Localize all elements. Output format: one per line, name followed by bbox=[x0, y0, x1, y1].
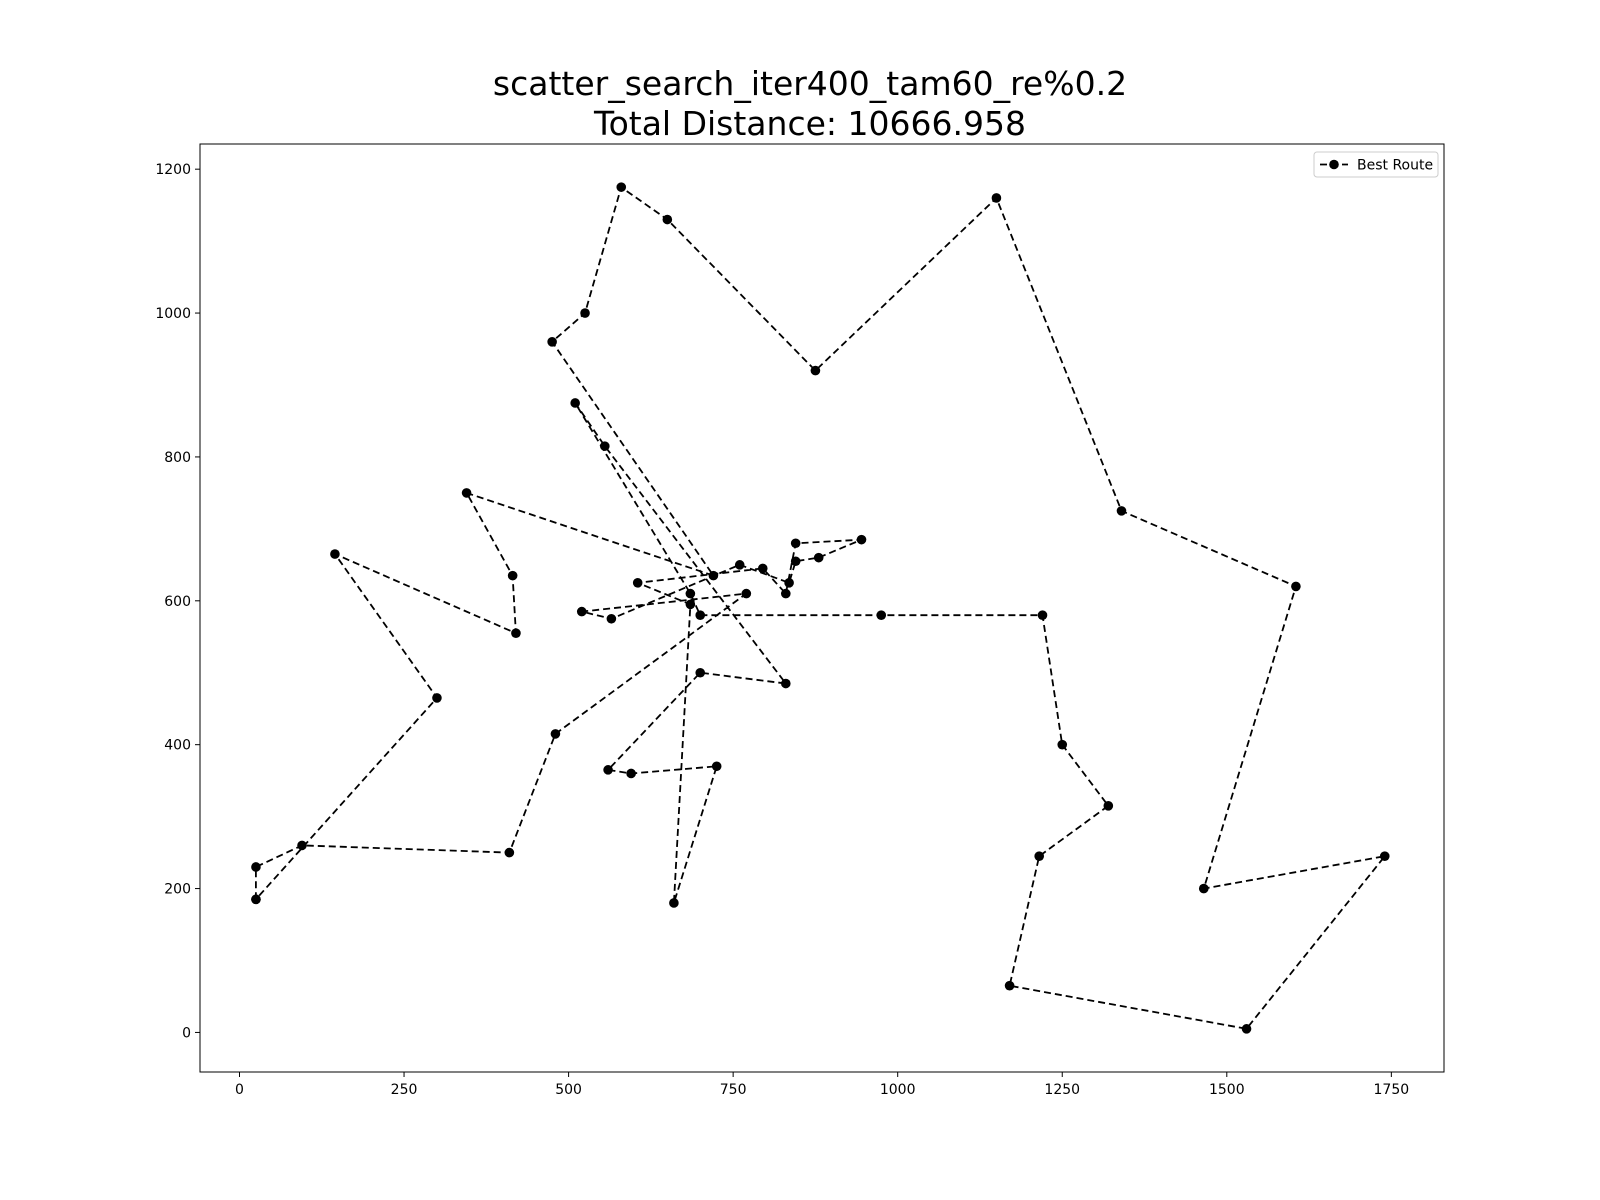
y-tick-label: 1200 bbox=[155, 162, 191, 178]
route-point bbox=[251, 862, 261, 872]
route-point bbox=[1057, 739, 1068, 750]
route-point bbox=[616, 182, 627, 192]
route-line bbox=[255, 185, 1388, 1030]
x-tick-label: 1000 bbox=[880, 1082, 916, 1098]
route-point bbox=[1116, 506, 1127, 516]
route-point bbox=[1291, 581, 1301, 592]
route-point bbox=[251, 894, 261, 905]
route-point bbox=[599, 441, 610, 451]
route-point bbox=[695, 667, 706, 678]
legend-box bbox=[1313, 151, 1439, 178]
route-point bbox=[669, 898, 679, 908]
route-point bbox=[741, 588, 752, 599]
route-point bbox=[606, 613, 617, 624]
route-point bbox=[1103, 801, 1114, 811]
x-tick-label: 0 bbox=[235, 1082, 244, 1098]
route-point bbox=[461, 488, 472, 498]
y-tick-label: 400 bbox=[164, 738, 191, 754]
route-point bbox=[626, 768, 636, 779]
route-point bbox=[734, 560, 745, 570]
axes-frame bbox=[199, 143, 1445, 1073]
route-point bbox=[790, 538, 801, 549]
x-tick-label: 1750 bbox=[1374, 1082, 1410, 1098]
route-point bbox=[1004, 980, 1015, 991]
route-point bbox=[511, 628, 521, 638]
route-point bbox=[790, 556, 801, 567]
legend-marker-swatch bbox=[1329, 159, 1339, 170]
route-point bbox=[432, 693, 442, 703]
route-point bbox=[813, 552, 824, 563]
route-point bbox=[685, 588, 696, 599]
route-point bbox=[810, 365, 821, 376]
y-tick-label: 1000 bbox=[155, 306, 191, 322]
x-tick-label: 1500 bbox=[1209, 1082, 1245, 1098]
route-point bbox=[711, 761, 722, 772]
x-tick-label: 250 bbox=[391, 1082, 418, 1098]
route-point bbox=[504, 847, 515, 858]
chart-title-line-1: scatter_search_iter400_tam60_re%0.2 bbox=[493, 64, 1127, 103]
route-point bbox=[876, 610, 887, 620]
route-point bbox=[603, 765, 613, 775]
route-point bbox=[1037, 610, 1048, 620]
route-point bbox=[570, 398, 580, 408]
x-tick-label: 500 bbox=[555, 1082, 582, 1098]
route-point bbox=[1379, 851, 1390, 861]
route-point bbox=[780, 588, 791, 599]
route-point bbox=[632, 578, 643, 588]
route-point bbox=[708, 570, 719, 581]
route-point bbox=[757, 563, 768, 574]
route-point bbox=[550, 729, 561, 739]
route-point bbox=[685, 599, 696, 610]
route-point bbox=[662, 214, 673, 225]
route-point bbox=[580, 308, 590, 318]
y-tick-label: 800 bbox=[164, 450, 191, 466]
route-point bbox=[784, 578, 794, 588]
route-point bbox=[547, 337, 557, 347]
x-tick-label: 1250 bbox=[1044, 1082, 1080, 1098]
chart-title-line-2: Total Distance: 10666.958 bbox=[593, 104, 1026, 143]
y-tick-label: 200 bbox=[164, 882, 191, 898]
route-point bbox=[695, 610, 706, 620]
route-point bbox=[780, 678, 791, 689]
route-point bbox=[856, 534, 867, 545]
legend: Best Route bbox=[1313, 151, 1439, 178]
x-tick-label: 750 bbox=[720, 1082, 747, 1098]
route-point bbox=[507, 570, 518, 581]
y-tick-label: 0 bbox=[182, 1025, 191, 1041]
route-point bbox=[1198, 883, 1209, 894]
legend-label: Best Route bbox=[1357, 158, 1433, 174]
route-point bbox=[330, 549, 340, 559]
route-point bbox=[1034, 851, 1045, 861]
plot-area: 0 250 500 750 1000 1250 1500 1750 0 200 400 600 800 1… bbox=[155, 162, 1409, 1098]
route-point bbox=[576, 606, 587, 617]
y-tick-label: 600 bbox=[164, 594, 191, 610]
route-point bbox=[297, 840, 307, 851]
route-point bbox=[991, 193, 1002, 203]
route-point bbox=[1241, 1024, 1252, 1034]
